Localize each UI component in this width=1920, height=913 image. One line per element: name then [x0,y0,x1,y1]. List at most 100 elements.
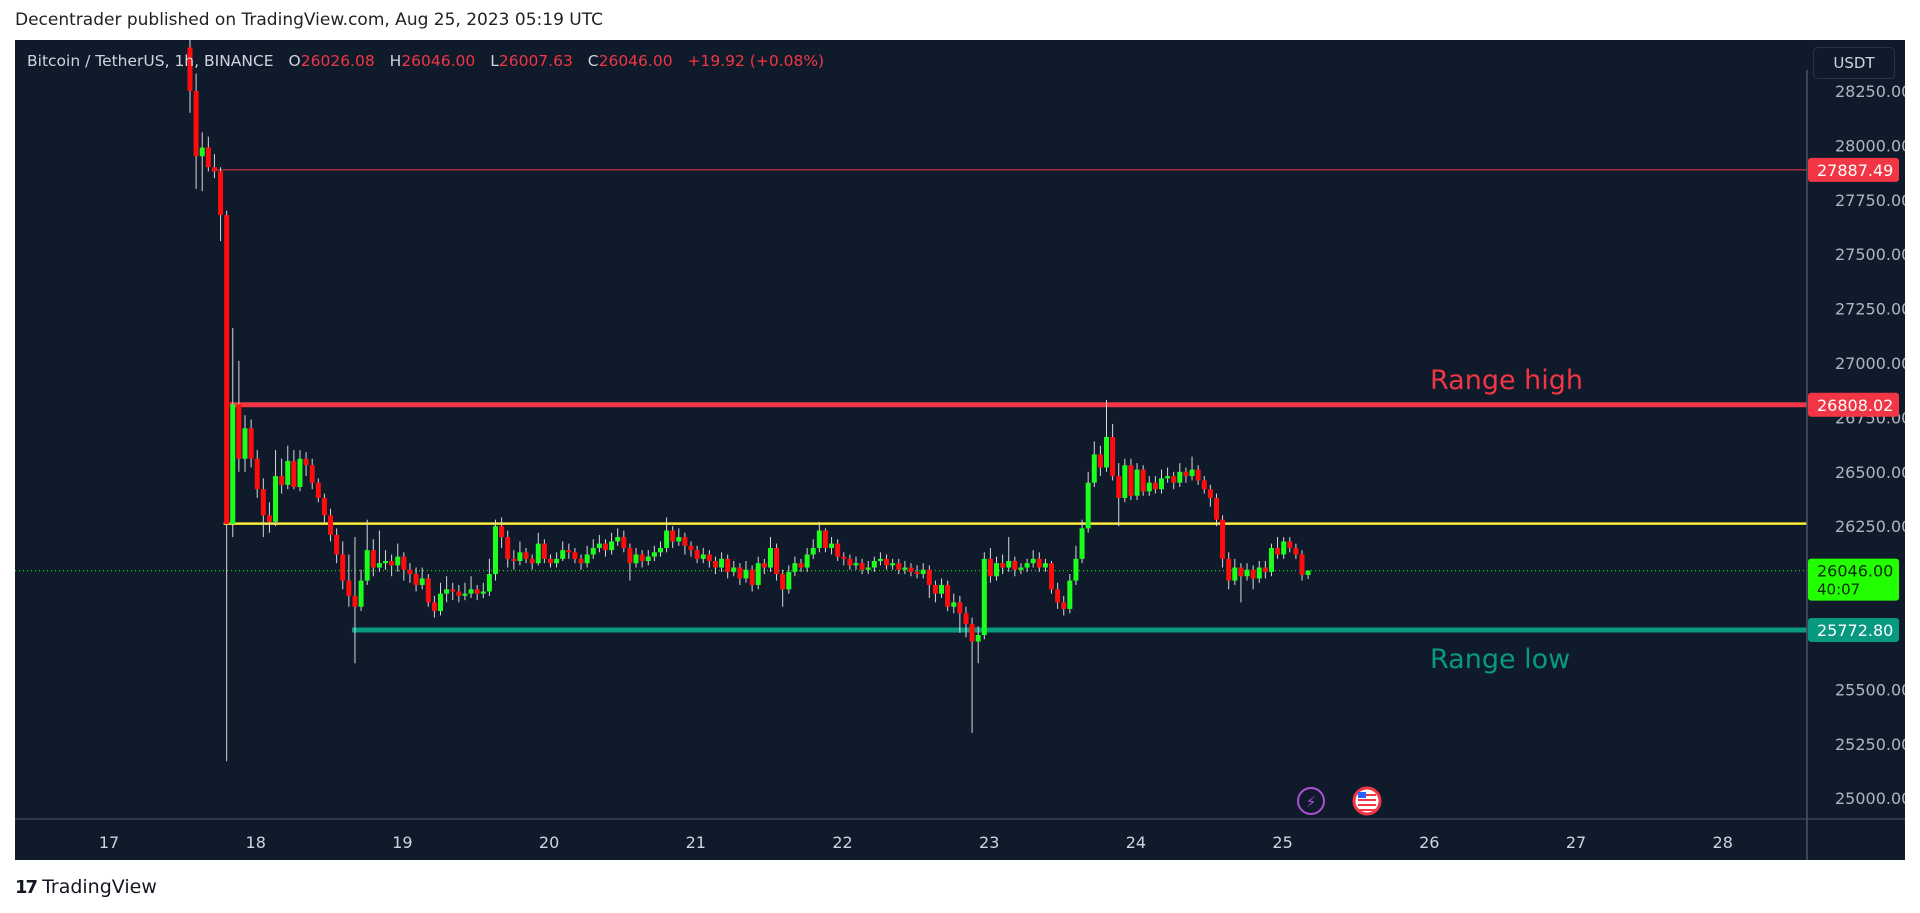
candle-body [413,574,419,585]
candle-body [462,593,468,596]
candle-body [926,569,932,585]
candle-body [205,147,211,168]
candle-body [1030,558,1036,564]
candle-body [1275,547,1281,555]
candle-body [291,460,297,488]
range-high-tag-text: 26808.02 [1817,396,1893,415]
candle-body [590,547,596,555]
candle-body [1024,563,1030,568]
candle-body [682,537,688,546]
candle-body [737,567,743,579]
candle-body [438,593,444,612]
candle-body [700,554,706,559]
candle-body [639,554,645,562]
x-tick-label: 22 [832,833,852,852]
candle-body [1213,497,1219,520]
candle-body [242,428,248,459]
candle-body [303,458,309,466]
flag-stripe [1358,804,1376,806]
candle-body [340,554,346,581]
candle-body [749,569,755,585]
last-price-countdown: 40:07 [1817,581,1860,599]
candle-body [1073,558,1079,581]
candle-body [376,563,382,568]
candle-body [1146,482,1152,492]
candle-body [1171,476,1177,483]
candle-body [761,563,767,568]
candle-body [859,563,865,570]
y-tick-label: 28250.00 [1835,82,1905,101]
currency-button[interactable]: USDT [1813,47,1895,79]
candle-body [1281,541,1287,555]
candle-body [957,602,963,614]
candle-body [1165,476,1171,479]
ohlc-legend: Bitcoin / TetherUS, 1h, BINANCE O26026.0… [27,52,824,70]
candle-body [981,558,987,635]
close-value: 26046.00 [598,52,673,70]
candle-body [444,589,450,594]
y-tick-label: 25250.00 [1835,735,1905,754]
us-flag-event-icon[interactable] [1352,786,1382,816]
candle-body [395,556,401,566]
low-value: 26007.63 [498,52,573,70]
prior-high-tag-text: 27887.49 [1817,161,1893,180]
candle-body [547,558,553,564]
candle-body [1128,465,1134,496]
candle-body [199,147,205,157]
candle-body [804,554,810,568]
range-low-annotation: Range low [1430,644,1570,675]
candle-body [566,550,572,553]
candle-body [468,589,474,594]
candle-body [767,547,773,568]
symbol-label[interactable]: Bitcoin / TetherUS, 1h, BINANCE [27,52,274,70]
candle-body [1091,454,1097,483]
flag-canton [1358,792,1366,798]
candle-body [810,547,816,555]
y-tick-label: 26500.00 [1835,463,1905,482]
candle-body [334,534,340,555]
candle-body [975,635,981,642]
candle-body [1226,558,1232,581]
candle-body [529,558,535,564]
candle-body [841,556,847,559]
candle-body [1042,563,1048,568]
candle-body [1183,471,1189,477]
candle-body [987,558,993,577]
candle-body [596,543,602,548]
range-low-tag-text: 25772.80 [1817,621,1893,640]
candle-body [297,458,303,488]
candle-body [230,404,236,525]
candle-body [480,591,486,594]
candle-body [523,552,529,559]
lightning-glyph: ⚡ [1306,793,1317,811]
candle-body [902,567,908,570]
high-value: 26046.00 [401,52,476,70]
x-tick-label: 17 [99,833,119,852]
range-high-tag [1808,392,1899,417]
x-tick-label: 26 [1419,833,1439,852]
price-chart[interactable]: Range high Range low ⚡ 28250.00 28000.00 2775… [15,40,1905,860]
y-tick-label: 27750.00 [1835,191,1905,210]
candle-body [731,567,737,572]
candle-body [1256,567,1262,579]
candle-body [865,567,871,570]
candle-body [260,489,266,516]
candle-body [670,530,676,542]
candle-body [743,569,749,579]
candle-body [884,558,890,566]
flag-stripe [1358,799,1376,801]
candle-body [1238,567,1244,577]
candle-body [389,561,395,566]
candle-body [560,550,566,559]
x-tick-label: 19 [392,833,412,852]
y-tick-label: 27000.00 [1835,354,1905,373]
candle-body [1006,561,1012,568]
candle-body [517,552,523,562]
lightning-event-icon[interactable]: ⚡ [1297,787,1325,815]
prior-high-tag [1808,157,1899,182]
candle-body [1195,469,1201,481]
candle-body [224,215,230,525]
candle-body [419,578,425,585]
candle-body [370,550,376,568]
chart-panel[interactable]: Range high Range low ⚡ 28250.00 28000.00 2775… [15,40,1905,860]
